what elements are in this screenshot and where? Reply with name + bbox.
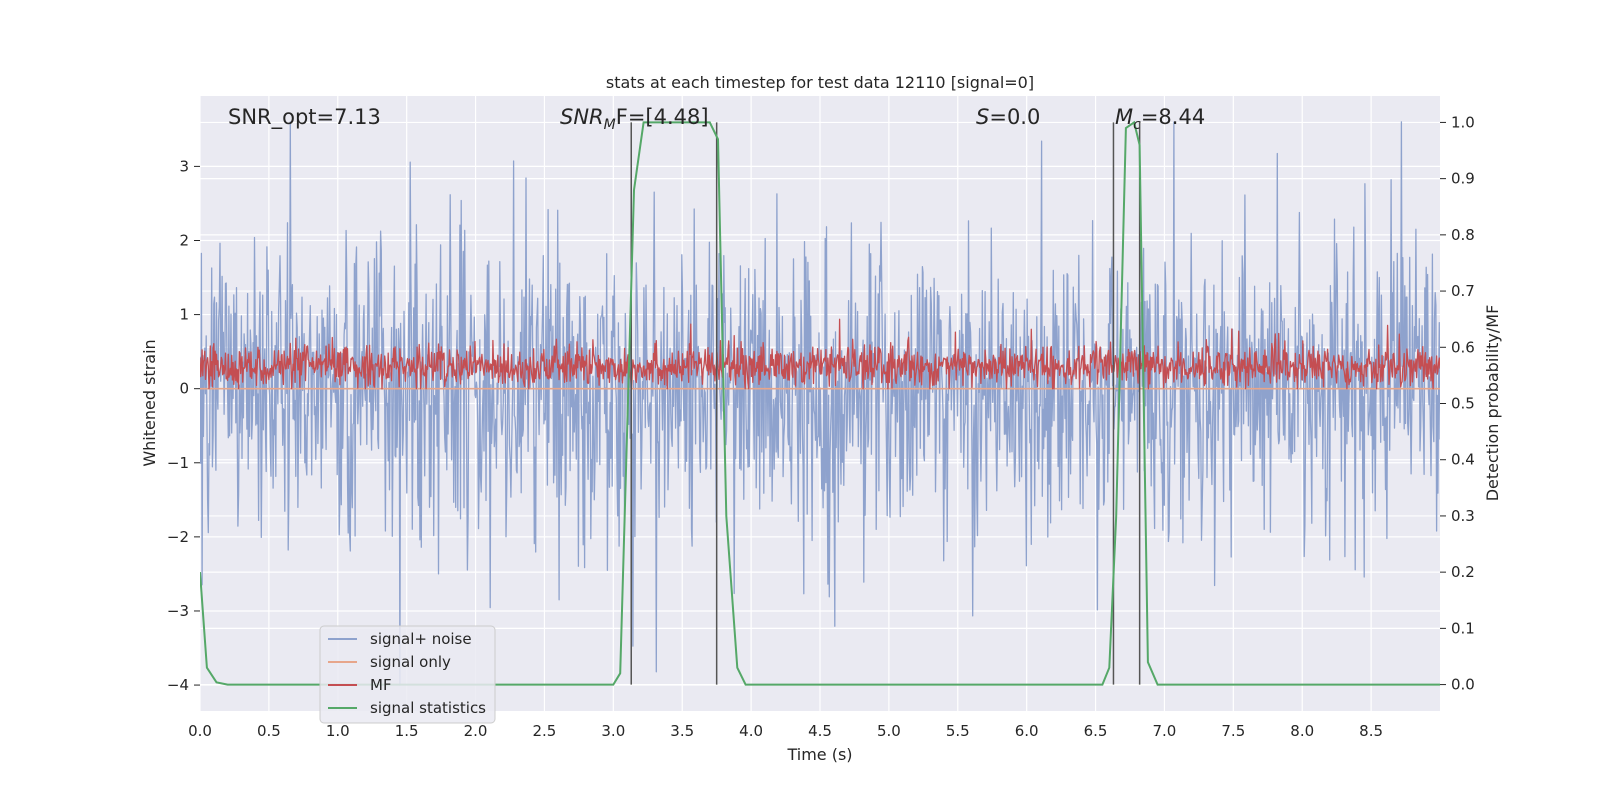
series-mf-line xyxy=(200,318,1440,390)
y2-tick-label: 0.9 xyxy=(1451,170,1475,188)
annotation-snr-mf-sub: M xyxy=(604,117,616,133)
x-tick-label: 0.0 xyxy=(188,722,212,740)
annotation-mc-main: M xyxy=(1115,105,1133,129)
y-tick-labels: −4 −3 −2 −1 0 1 2 3 xyxy=(167,157,200,694)
legend-box xyxy=(319,625,496,724)
y-tick-label: 1 xyxy=(179,306,189,324)
annotation-snr-mf-main: SNR xyxy=(560,105,604,129)
legend-label-signal-statistics: signal statistics xyxy=(370,699,486,717)
y2-tick-label: 0.5 xyxy=(1451,395,1475,413)
annotation-snr-mf: SNRMF=[4.48] xyxy=(560,105,709,133)
annotation-mc: Mc=8.44 xyxy=(1115,105,1205,133)
y2-tick-label: 0.1 xyxy=(1451,619,1475,637)
y2-tick-label: 1.0 xyxy=(1451,113,1475,131)
y-tick-label: −3 xyxy=(167,602,189,620)
x-tick-label: 7.0 xyxy=(1153,722,1177,740)
annotation-s: S=0.0 xyxy=(976,105,1040,129)
x-tick-label: 1.0 xyxy=(326,722,350,740)
legend-label-signal-only: signal only xyxy=(370,653,451,671)
annotation-s-tail: =0.0 xyxy=(989,105,1040,129)
x-tick-label: 2.5 xyxy=(533,722,557,740)
x-tick-label: 6.5 xyxy=(1084,722,1108,740)
y-tick-label: 0 xyxy=(179,380,189,398)
y-tick-label: −4 xyxy=(167,676,189,694)
x-tick-label: 0.5 xyxy=(257,722,281,740)
x-tick-label: 2.0 xyxy=(464,722,488,740)
legend-label-signal-noise: signal+ noise xyxy=(370,630,472,648)
chart-title: stats at each timestep for test data 121… xyxy=(606,73,1034,92)
y2-tick-label: 0.6 xyxy=(1451,338,1475,356)
y-axis-label: Whitened strain xyxy=(140,339,159,466)
series-signal-noise-line xyxy=(200,121,1440,686)
legend-label-mf: MF xyxy=(370,676,392,694)
x-tick-label: 8.5 xyxy=(1359,722,1383,740)
y2-tick-label: 0.8 xyxy=(1451,226,1475,244)
annotation-mc-tail: =8.44 xyxy=(1141,105,1205,129)
x-tick-label: 3.0 xyxy=(601,722,625,740)
y-tick-label: 2 xyxy=(179,231,189,249)
x-axis-label: Time (s) xyxy=(786,745,852,764)
legend: signal+ noise signal only MF signal stat… xyxy=(319,625,496,724)
x-tick-label: 6.0 xyxy=(1015,722,1039,740)
annotation-snr-opt: SNR_opt=7.13 xyxy=(228,105,381,130)
x-tick-labels: 0.0 0.5 1.0 1.5 2.0 2.5 3.0 3.5 4.0 4.5 5.0 5.5 6.0 6… xyxy=(188,722,1383,740)
x-tick-label: 5.5 xyxy=(946,722,970,740)
x-tick-label: 1.5 xyxy=(395,722,419,740)
x-tick-label: 8.0 xyxy=(1290,722,1314,740)
y2-tick-label: 0.0 xyxy=(1451,676,1475,694)
x-tick-label: 4.5 xyxy=(808,722,832,740)
y2-axis-label: Detection probability/MF xyxy=(1483,305,1502,502)
x-tick-label: 7.5 xyxy=(1221,722,1245,740)
y2-tick-label: 0.7 xyxy=(1451,282,1475,300)
annotation-s-main: S xyxy=(976,105,989,129)
annotation-mc-sub: c xyxy=(1133,117,1141,133)
x-tick-label: 4.0 xyxy=(739,722,763,740)
y2-tick-label: 0.3 xyxy=(1451,507,1475,525)
y-tick-label: −2 xyxy=(167,528,189,546)
y-tick-label: 3 xyxy=(179,157,189,175)
y-tick-label: −1 xyxy=(167,454,189,472)
y2-tick-label: 0.4 xyxy=(1451,451,1475,469)
y2-tick-labels: 0.0 0.1 0.2 0.3 0.4 0.5 0.6 0.7 0.8 0.9 1.0 xyxy=(1440,113,1475,694)
x-tick-label: 5.0 xyxy=(877,722,901,740)
x-tick-label: 3.5 xyxy=(670,722,694,740)
annotation-snr-mf-tail: F=[4.48] xyxy=(616,105,709,129)
y2-tick-label: 0.2 xyxy=(1451,563,1475,581)
